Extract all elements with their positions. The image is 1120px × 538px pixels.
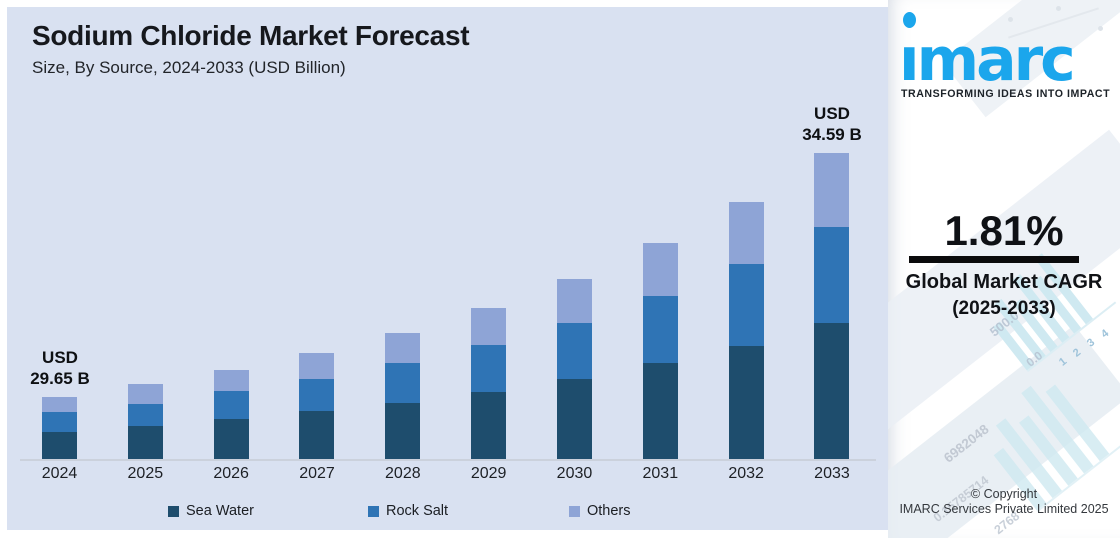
cagr-label: Global Market CAGR: [905, 271, 1103, 293]
x-axis-label-2030: 2030: [556, 465, 593, 482]
bar-2031-rock-salt: [642, 296, 678, 363]
legend-item-rock-salt: Rock Salt: [368, 502, 448, 520]
copyright-line1: © Copyright: [970, 487, 1038, 501]
bar-2025-rock-salt: [127, 404, 163, 426]
x-axis-label-2031: 2031: [642, 465, 679, 482]
bar-2026-rock-salt: [213, 391, 249, 419]
cagr-divider: [909, 256, 1079, 263]
bar-2025: [127, 384, 163, 459]
bar-2032-rock-salt: [728, 264, 764, 346]
bar-2030: [556, 279, 592, 459]
bar-2027: [299, 353, 335, 459]
bar-2031-sea-water: [642, 363, 678, 459]
brand-panel: 500.0 0.0 1 2 3 4 6982048 0.15785714 276…: [888, 0, 1120, 538]
bar-2024-sea-water: [42, 432, 77, 459]
bar-2032: [728, 202, 764, 459]
bar-2026-others: [213, 370, 249, 391]
bar-2029: [471, 308, 507, 459]
bar-2033: [814, 153, 850, 459]
value-label-2033: USD 34.59 B: [797, 103, 867, 145]
value-label-2024-line1: USD: [42, 348, 78, 367]
bar-2031: [642, 243, 678, 459]
bar-2029-sea-water: [471, 392, 507, 459]
bar-2025-others: [127, 384, 163, 404]
x-axis-label-2028: 2028: [385, 465, 421, 482]
bar-2028-sea-water: [385, 403, 421, 459]
value-label-2033-line1: USD: [814, 104, 850, 123]
bar-2027-rock-salt: [299, 379, 335, 411]
bar-2028: [385, 333, 421, 459]
imarc-logo-dot-icon: [903, 12, 916, 28]
cagr-value: 1.81%: [944, 207, 1064, 254]
chart-title: Sodium Chloride Market Forecast: [32, 20, 470, 51]
x-axis-label-2025: 2025: [127, 465, 164, 482]
bar-2032-sea-water: [728, 346, 764, 459]
value-label-2033-line2: 34.59 B: [802, 125, 862, 144]
legend-label-sea-water: Sea Water: [186, 503, 254, 519]
bar-2024: [42, 397, 77, 459]
legend-swatch-others: [569, 505, 580, 517]
value-label-2024-line2: 29.65 B: [30, 369, 90, 388]
bar-2031-others: [642, 243, 678, 296]
background-dot: [1056, 6, 1061, 11]
bar-2030-others: [556, 279, 592, 323]
x-axis-label-2026: 2026: [213, 465, 249, 482]
bar-2030-rock-salt: [556, 323, 592, 379]
background-dot: [1008, 17, 1013, 22]
bar-2028-rock-salt: [385, 363, 421, 403]
bar-2033-others: [814, 153, 850, 227]
bar-2024-rock-salt: [42, 412, 77, 432]
legend-item-sea-water: Sea Water: [168, 502, 254, 520]
bar-2026: [213, 370, 249, 459]
x-axis-label-2027: 2027: [299, 465, 335, 482]
bar-2029-others: [471, 308, 507, 345]
bar-2029-rock-salt: [471, 345, 507, 392]
bar-2024-others: [42, 397, 77, 412]
bar-2025-sea-water: [127, 426, 163, 459]
x-axis-label-2029: 2029: [470, 465, 507, 482]
bar-2027-sea-water: [299, 411, 335, 459]
bar-2026-sea-water: [213, 419, 249, 459]
imarc-logo: ımarc: [899, 25, 1076, 95]
legend-label-rock-salt: Rock Salt: [386, 503, 449, 519]
legend-swatch-rock-salt: [368, 505, 379, 517]
bar-2032-others: [728, 202, 764, 264]
value-label-2024: USD 29.65 B: [27, 347, 93, 389]
bar-2027-others: [299, 353, 335, 379]
chart-subtitle: Size, By Source, 2024-2033 (USD Billion): [32, 58, 346, 77]
brand-content: ımarc TRANSFORMING IDEAS INTO IMPACT 1.8…: [888, 0, 1120, 538]
imarc-tagline: TRANSFORMING IDEAS INTO IMPACT: [901, 88, 1111, 100]
copyright-line2: IMARC Services Private Limited 2025: [899, 502, 1109, 516]
x-axis-label-2033: 2033: [814, 465, 850, 482]
cagr-period: (2025-2033): [952, 298, 1056, 319]
x-axis-line: [20, 459, 876, 461]
legend-swatch-sea-water: [168, 505, 179, 517]
bar-2030-sea-water: [556, 379, 592, 459]
x-axis-label-2032: 2032: [728, 465, 764, 482]
bar-2028-others: [385, 333, 421, 363]
legend-label-others: Others: [587, 503, 631, 519]
background-dot: [1098, 26, 1103, 31]
bar-2033-sea-water: [814, 323, 850, 459]
x-axis-label-2024: 2024: [41, 465, 78, 482]
legend-item-others: Others: [569, 502, 631, 520]
bar-2033-rock-salt: [814, 227, 850, 323]
